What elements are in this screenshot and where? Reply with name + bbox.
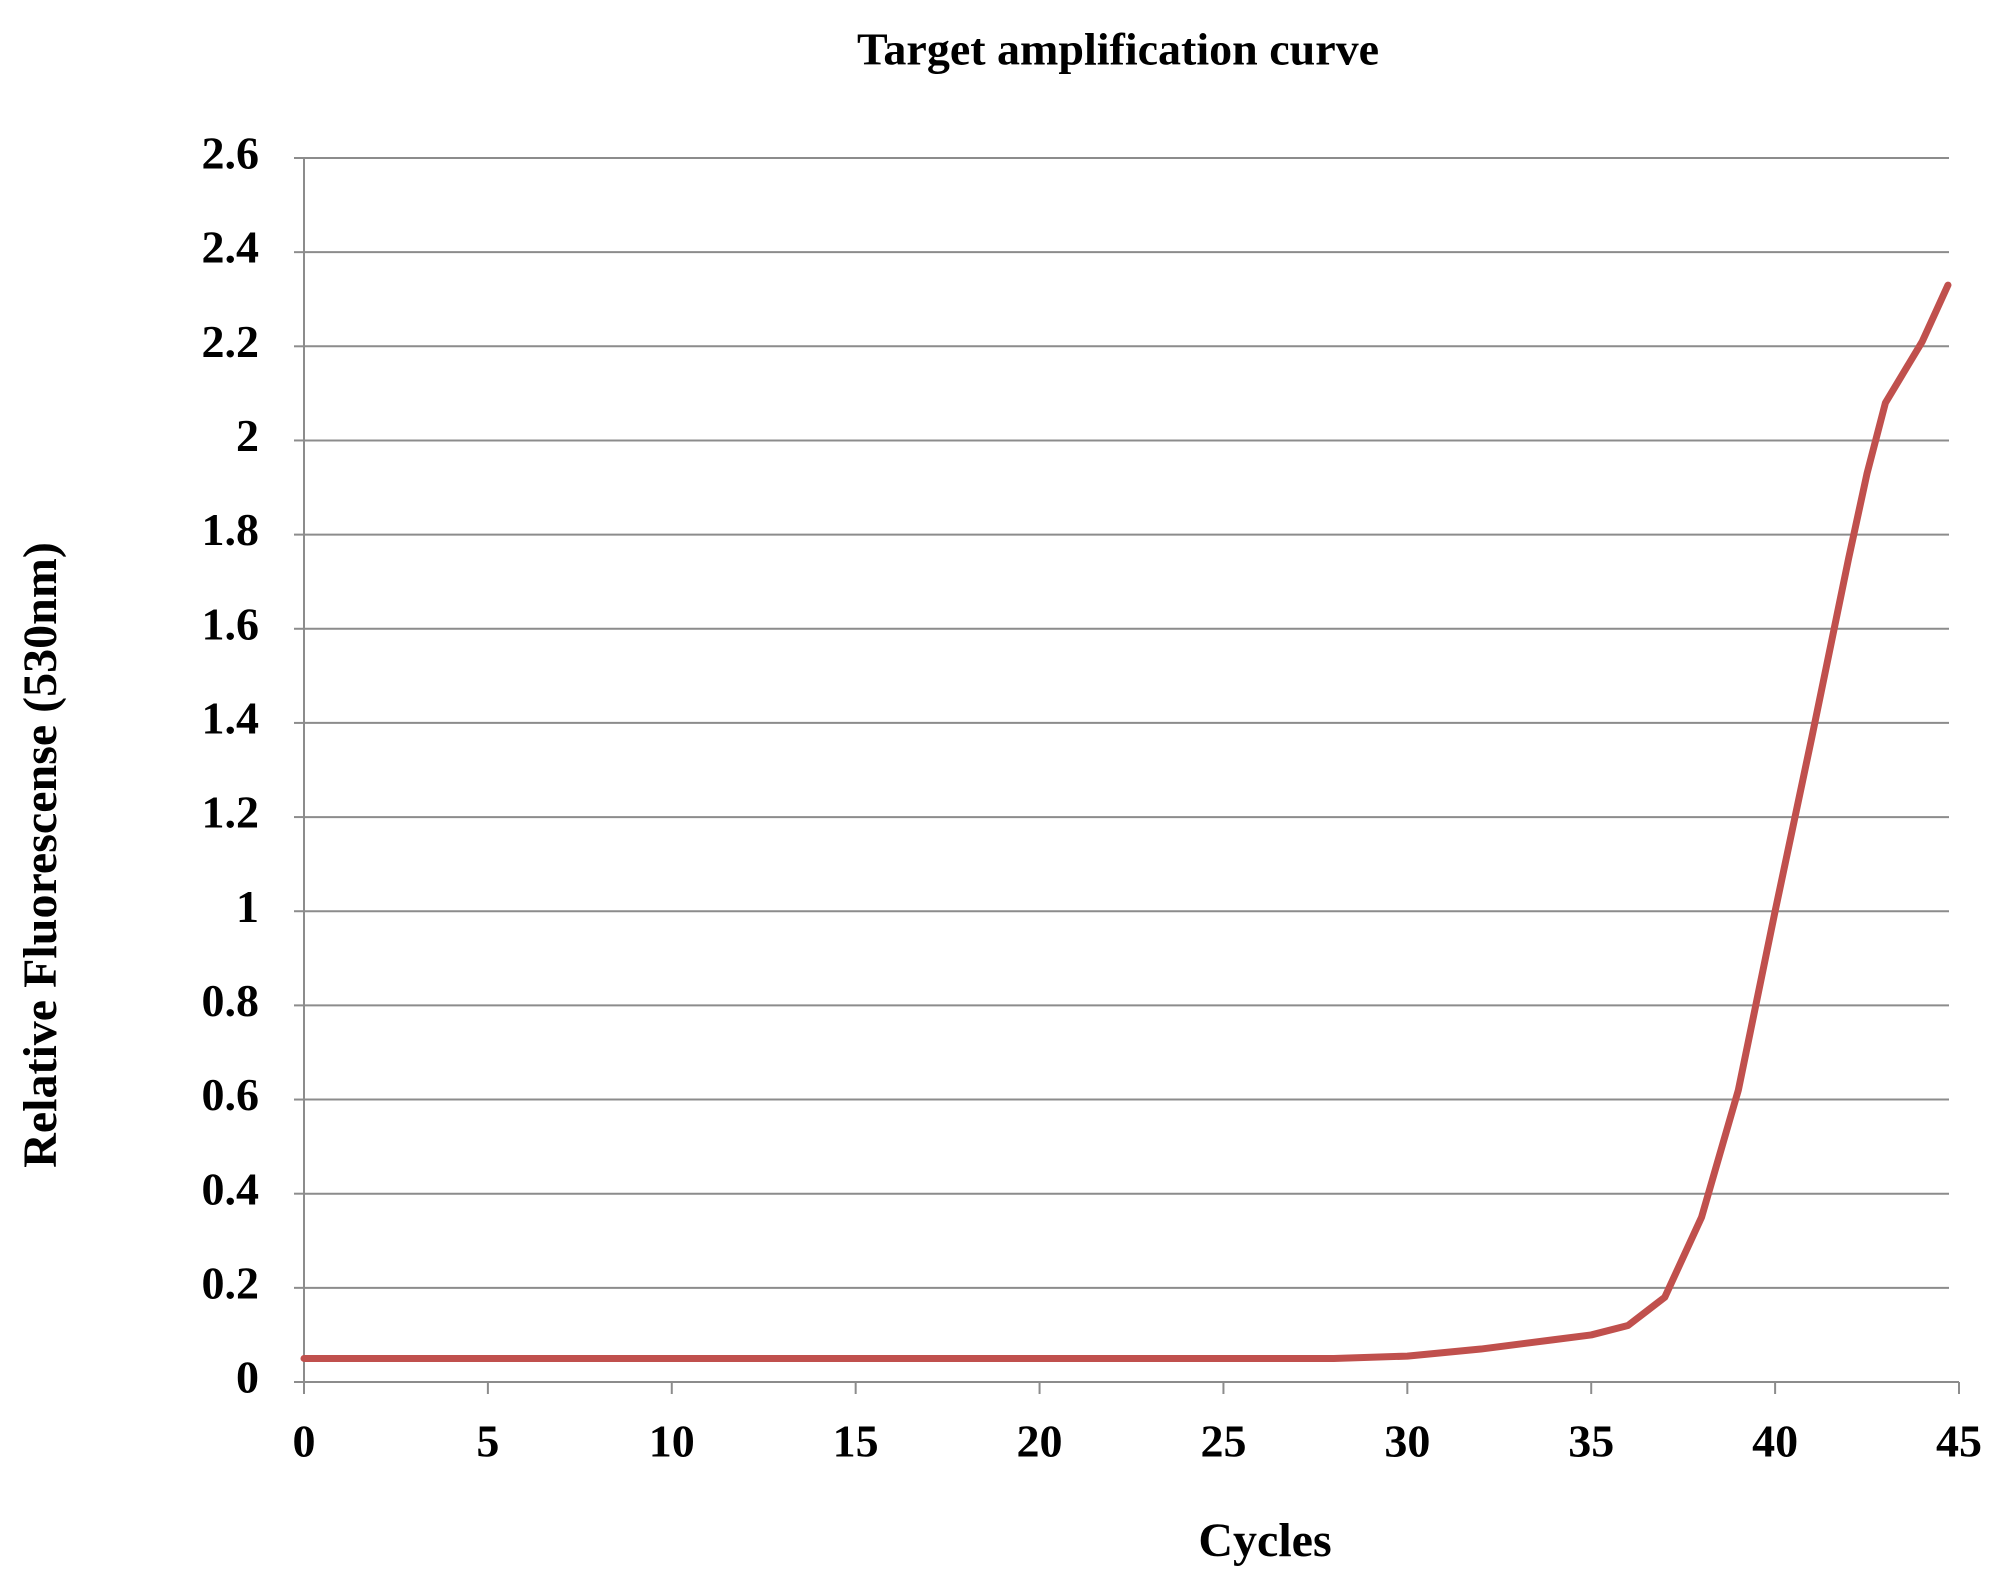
- x-tick-label: 45: [1936, 1416, 1982, 1467]
- y-tick-label: 1.2: [202, 787, 260, 838]
- y-tick-label: 1.8: [202, 504, 260, 555]
- x-tick-label: 35: [1568, 1416, 1614, 1467]
- y-tick-label: 0.2: [202, 1257, 260, 1308]
- y-tick-label: 2.4: [202, 222, 260, 273]
- y-tick-label: 0: [236, 1352, 259, 1403]
- x-tick-label: 30: [1384, 1416, 1430, 1467]
- x-axis-label: Cycles: [1198, 1514, 1331, 1567]
- y-axis-label: Relative Fluorescense (530nm): [14, 542, 67, 1168]
- y-tick-label: 1.4: [202, 692, 260, 743]
- y-tick-label: 0.4: [202, 1163, 260, 1214]
- y-tick-label: 1: [236, 881, 259, 932]
- chart-title: Target amplification curve: [857, 24, 1379, 75]
- x-tick-label: 20: [1017, 1416, 1063, 1467]
- y-tick-label: 0.6: [202, 1069, 260, 1120]
- y-tick-label: 2.2: [202, 316, 260, 367]
- line: [300, 281, 1952, 1362]
- x-tick-label: 10: [649, 1416, 695, 1467]
- y-tick-label: 1.6: [202, 598, 260, 649]
- y-tick-label: 2.6: [202, 128, 260, 179]
- x-tick-label: 25: [1200, 1416, 1246, 1467]
- x-tick-label: 40: [1752, 1416, 1798, 1467]
- y-tick-label: 2: [236, 410, 259, 461]
- x-tick-label: 0: [293, 1416, 316, 1467]
- x-tick-label: 15: [833, 1416, 879, 1467]
- y-tick-label: 0.8: [202, 975, 260, 1026]
- x-tick-label: 5: [476, 1416, 499, 1467]
